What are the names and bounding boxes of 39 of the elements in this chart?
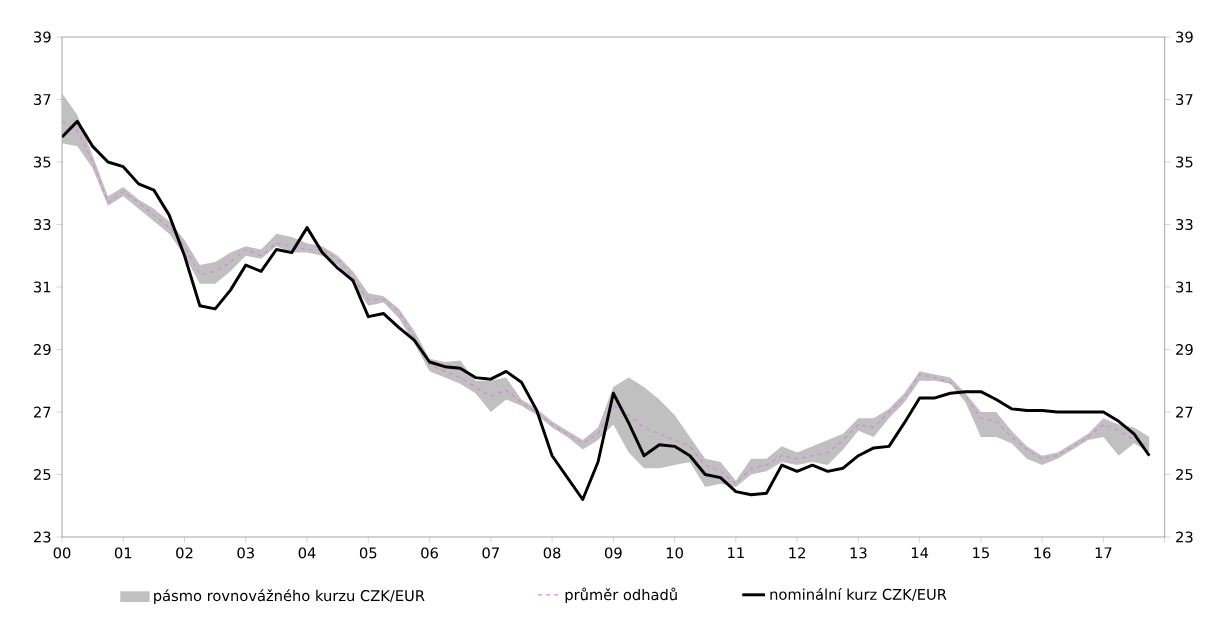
x-tick-label: 07 [482, 547, 499, 559]
x-tick-label: 13 [850, 547, 867, 559]
y-tick-label: 27 [1176, 406, 1193, 418]
y2-tick-label: 35 [34, 156, 51, 168]
y2-tick-label: 39 [34, 31, 51, 43]
y-tick-label: 25 [1176, 468, 1193, 481]
legend-label: nominální kurz CZK/EUR [770, 587, 947, 602]
y2-tick-label: 29 [34, 343, 51, 356]
x-tick-label: 01 [114, 547, 132, 559]
x-tick-label: 06 [421, 547, 438, 559]
x-tick-label: 11 [728, 547, 744, 559]
y2-tick-label: 33 [34, 218, 51, 231]
legend-label: průměr odhadů [565, 587, 677, 604]
x-tick-label: 03 [237, 547, 254, 559]
x-tick-label: 17 [1095, 547, 1112, 559]
x-tick-label: 12 [789, 547, 805, 559]
x-tick-label: 14 [911, 547, 929, 559]
y-tick-label: 35 [1176, 156, 1193, 168]
y-tick-label: 29 [1176, 343, 1193, 356]
text: pásmo rovnovážného kurzu CZK/EUR [154, 589, 425, 605]
y-tick-label: 23 [1176, 531, 1193, 543]
y2-tick-label: 31 [34, 281, 51, 293]
y-tick-label: 39 [1176, 31, 1193, 43]
y2-tick-label: 37 [34, 93, 51, 106]
y2-tick-label: 23 [34, 531, 51, 543]
x-tick-label: 15 [973, 547, 989, 559]
x-tick-label: 16 [1034, 547, 1051, 559]
y-tick-label: 37 [1176, 93, 1193, 106]
x-tick-label: 02 [176, 547, 193, 559]
x-tick-label: 05 [359, 547, 377, 559]
x-tick-label: 04 [298, 547, 316, 559]
y2-tick-label: 25 [34, 468, 51, 481]
y-tick-label: 31 [1176, 281, 1193, 293]
x-tick-label: 00 [53, 547, 71, 559]
x-tick-label: 10 [666, 547, 683, 559]
y2-tick-label: 27 [34, 406, 51, 418]
y-tick-label: 33 [1176, 218, 1193, 231]
x-tick-label: 09 [604, 547, 622, 559]
x-tick-label: 08 [543, 547, 561, 559]
